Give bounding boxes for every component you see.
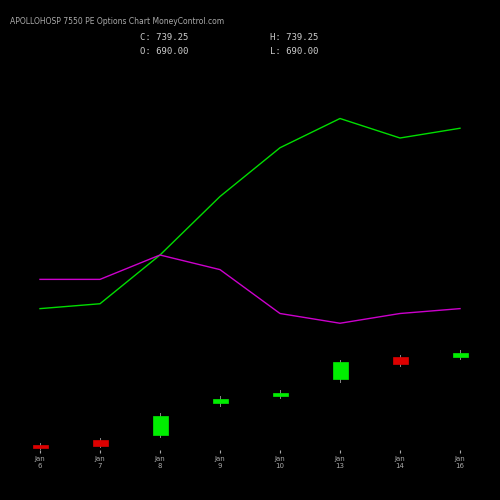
FancyBboxPatch shape bbox=[392, 358, 407, 364]
Text: L: 690.00: L: 690.00 bbox=[270, 48, 318, 56]
Text: H: 739.25: H: 739.25 bbox=[270, 32, 318, 42]
Text: C: 739.25: C: 739.25 bbox=[140, 32, 188, 42]
FancyBboxPatch shape bbox=[272, 394, 287, 396]
FancyBboxPatch shape bbox=[332, 362, 347, 379]
FancyBboxPatch shape bbox=[92, 440, 108, 446]
Text: O: 690.00: O: 690.00 bbox=[140, 48, 188, 56]
Text: APOLLOHOSP 7550 PE Options Chart MoneyControl.com: APOLLOHOSP 7550 PE Options Chart MoneyCo… bbox=[10, 18, 224, 26]
FancyBboxPatch shape bbox=[152, 416, 168, 436]
FancyBboxPatch shape bbox=[452, 352, 468, 358]
FancyBboxPatch shape bbox=[32, 445, 48, 448]
FancyBboxPatch shape bbox=[212, 400, 228, 403]
